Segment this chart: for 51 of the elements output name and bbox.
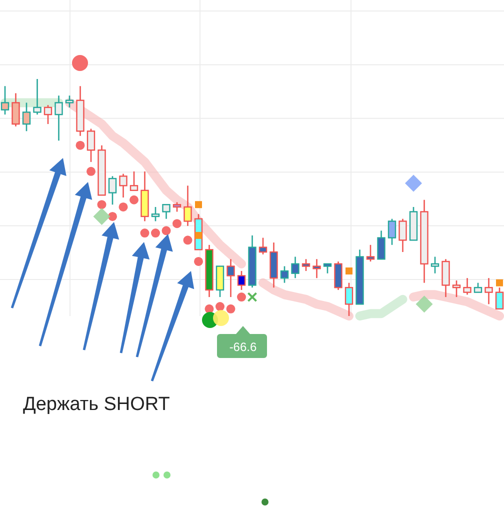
- point: [86, 166, 96, 176]
- candlestick: [334, 260, 342, 291]
- candlestick: [22, 102, 31, 132]
- point: [226, 304, 236, 314]
- point: [76, 140, 85, 150]
- point: [496, 279, 503, 286]
- point: [216, 302, 224, 312]
- candlestick: [495, 286, 504, 310]
- candlestick: [33, 78, 42, 116]
- point: [247, 292, 258, 302]
- point: [93, 208, 110, 225]
- point: [204, 304, 214, 314]
- candlestick: [258, 237, 268, 256]
- point: [237, 292, 246, 302]
- point: [183, 236, 192, 245]
- point: [151, 228, 160, 238]
- candlestick: [226, 258, 235, 298]
- candlestick: [323, 263, 332, 274]
- point: [195, 201, 202, 208]
- text: Держать SHORT: [23, 394, 170, 415]
- candlestick: [151, 206, 160, 222]
- point: [195, 232, 202, 239]
- point: [162, 226, 171, 236]
- candlestick: [312, 258, 321, 279]
- text: -66.6: [229, 340, 257, 354]
- candlestick: [12, 92, 20, 128]
- point: [130, 195, 138, 204]
- point: [118, 202, 128, 212]
- candlestick: [0, 85, 10, 116]
- candlestick: [86, 128, 96, 163]
- candlestick: [280, 266, 289, 284]
- candlestick: [377, 230, 386, 260]
- point: [140, 228, 150, 238]
- point: [194, 256, 203, 266]
- candlestick: [344, 282, 354, 317]
- candlestick: [172, 202, 182, 212]
- point: [97, 200, 106, 210]
- candlestick: [108, 176, 117, 206]
- candlestick: [237, 270, 246, 291]
- point: [172, 219, 182, 228]
- candlestick: [162, 204, 170, 220]
- point: [346, 267, 352, 274]
- point: [108, 212, 117, 221]
- candlestick: [366, 244, 375, 262]
- candlestick: [216, 266, 224, 298]
- candlestick: [474, 282, 482, 293]
- candlestick: [430, 256, 440, 274]
- candlestick: [184, 185, 192, 227]
- candlestick: [291, 256, 300, 279]
- candlestick: [388, 218, 396, 246]
- candlestick: [302, 258, 310, 272]
